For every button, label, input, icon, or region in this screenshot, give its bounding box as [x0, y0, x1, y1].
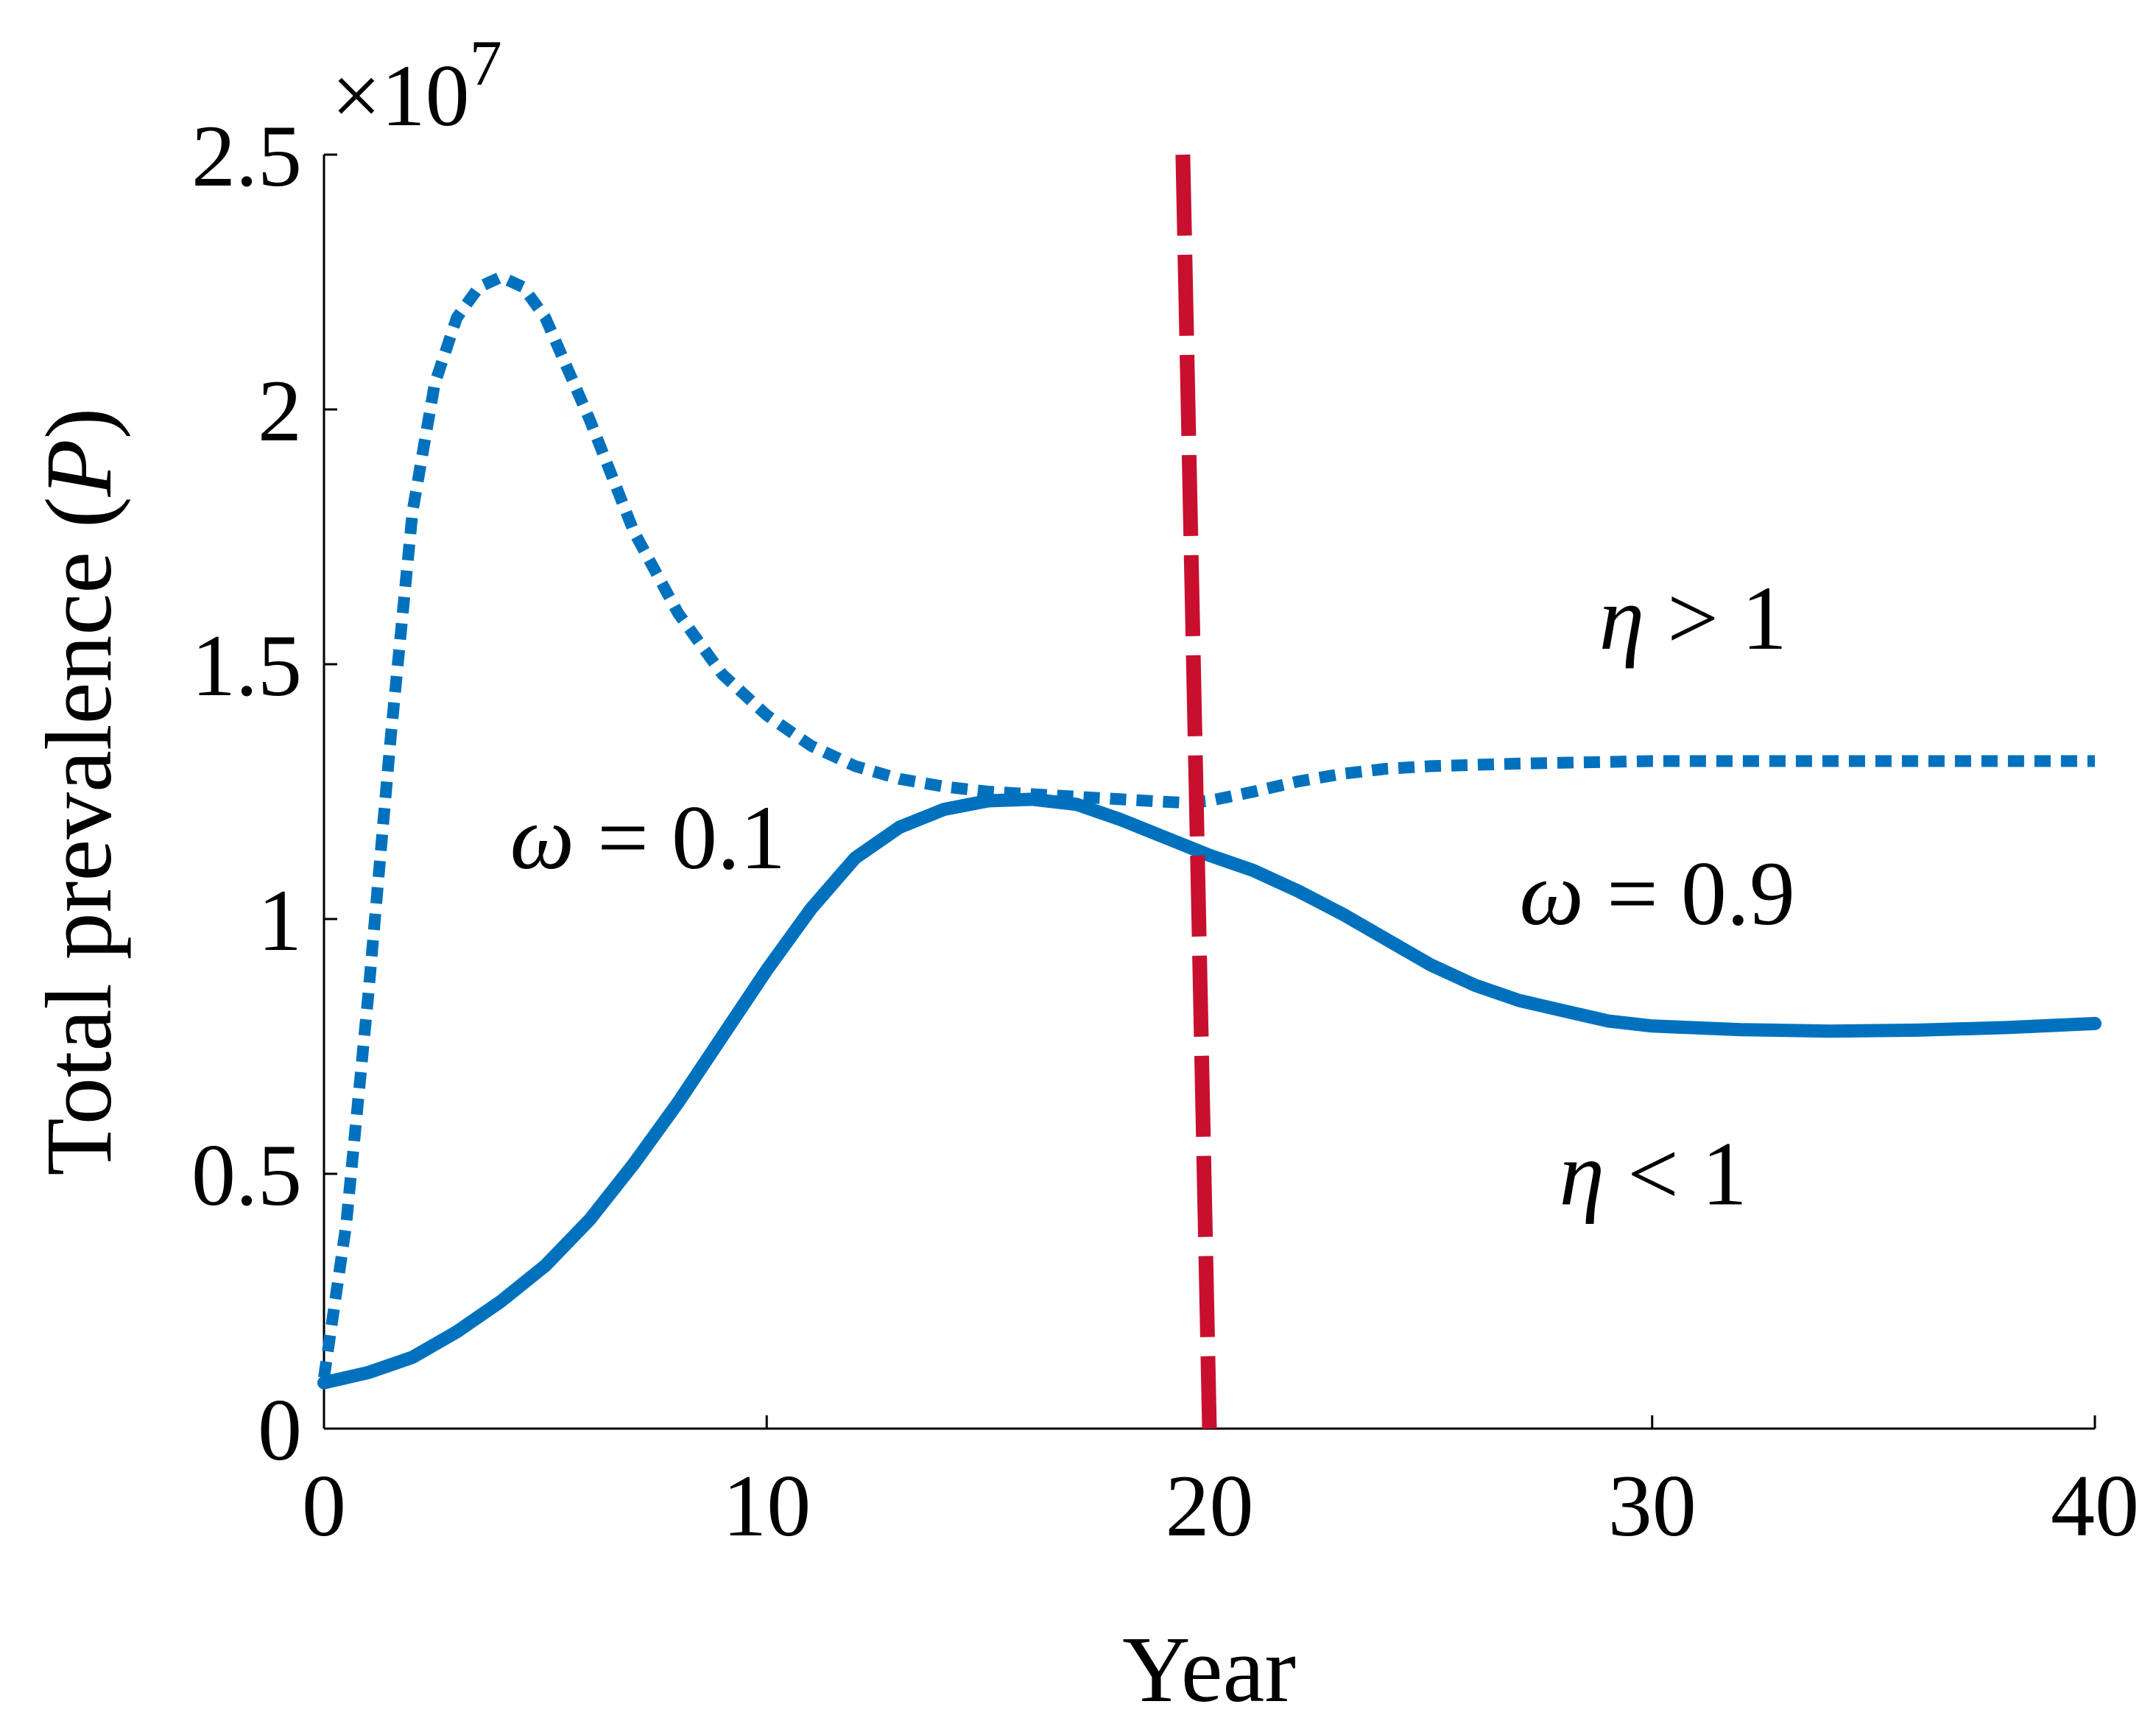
annotation-omega-low: ω = 0.1 — [510, 787, 786, 888]
series-solid-line — [317, 792, 2102, 1390]
annotation-text: = 0.1 — [574, 787, 786, 888]
x-ticks: 0 10 20 30 40 — [302, 1415, 2139, 1555]
annotation-eta-greater: η > 1 — [1599, 568, 1787, 669]
x-axis-label: Year — [1122, 1617, 1296, 1722]
y-tick-label: 1.5 — [191, 616, 302, 714]
y-tick-label: 0 — [258, 1381, 302, 1479]
y-exponent-label: ×107 — [331, 28, 502, 144]
y-ticks: 0 0.5 1 1.5 2 2.5 — [191, 107, 337, 1479]
y-axis-label-variable: P — [27, 439, 131, 497]
x-tick-label: 40 — [2051, 1457, 2139, 1555]
annotation-text: < 1 — [1604, 1124, 1747, 1225]
y-tick-label: 0.5 — [191, 1126, 302, 1224]
x-tick-label: 10 — [722, 1457, 811, 1555]
annotation-text: = 0.9 — [1584, 843, 1795, 944]
series-dotted-line — [318, 271, 2095, 1379]
x-tick-label: 30 — [1608, 1457, 1697, 1555]
y-axis-label: Total prevalence (P) — [27, 408, 131, 1176]
annotation-text: > 1 — [1644, 568, 1787, 669]
y-tick-label: 1 — [258, 871, 302, 969]
y-tick-label: 2 — [258, 362, 302, 460]
annotation-symbol: ω — [510, 787, 575, 888]
x-tick-label: 0 — [302, 1457, 346, 1555]
annotation-symbol: η — [1599, 568, 1645, 669]
annotation-omega-high: ω = 0.9 — [1519, 843, 1795, 944]
threshold-dashed-line — [1175, 154, 1217, 1429]
annotation-symbol: η — [1559, 1124, 1604, 1225]
y-tick-label: 2.5 — [191, 107, 302, 205]
annotation-eta-less: η < 1 — [1559, 1124, 1747, 1225]
x-tick-label: 20 — [1166, 1457, 1254, 1555]
annotation-symbol: ω — [1519, 843, 1584, 944]
annotations: ω = 0.1ω = 0.9η > 1η < 1 — [510, 568, 1795, 1224]
y-exponent-power: 7 — [470, 28, 502, 99]
series-group — [317, 154, 2102, 1429]
